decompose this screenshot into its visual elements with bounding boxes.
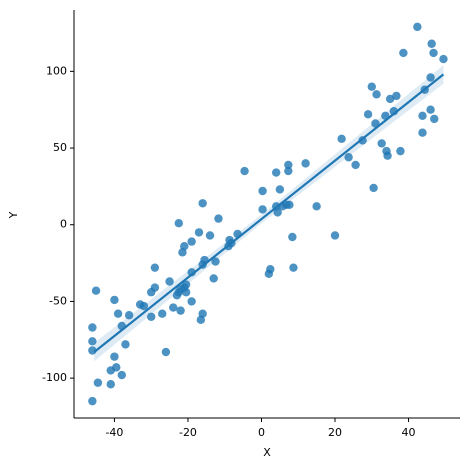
scatter-point — [214, 214, 223, 223]
scatter-point — [205, 231, 215, 240]
scatter-point — [429, 48, 438, 58]
scatter-point — [369, 183, 378, 193]
scatter-point — [113, 309, 123, 318]
scatter-point — [258, 205, 267, 214]
regression-line — [93, 73, 445, 353]
scatter-point — [88, 323, 97, 332]
y-tick-label: -50 — [49, 294, 67, 307]
scatter-point — [427, 39, 436, 48]
scatter-point — [344, 153, 353, 162]
scatter-point — [337, 134, 346, 144]
scatter-point — [367, 82, 376, 91]
x-tick-label: 0 — [258, 426, 265, 439]
scatter-point — [165, 277, 174, 286]
scatter-point — [284, 166, 293, 176]
scatter-point — [187, 268, 196, 277]
scatter-point — [161, 347, 171, 357]
scatter-point — [330, 231, 340, 240]
scatter-point — [181, 288, 191, 297]
scatter-point — [181, 280, 191, 289]
scatter-point — [284, 160, 293, 170]
scatter-point — [198, 199, 207, 208]
scatter-point — [439, 54, 448, 64]
y-tick-label: -100 — [42, 371, 67, 384]
scatter-point — [418, 128, 427, 137]
scatter-point — [112, 363, 121, 372]
scatter-point — [418, 111, 427, 121]
scatter-point — [147, 312, 156, 321]
scatter-point — [377, 139, 386, 148]
scatter-point — [289, 263, 298, 272]
y-tick-label: 50 — [53, 141, 67, 154]
scatter-point — [392, 91, 401, 101]
scatter-point — [301, 159, 310, 168]
y-tick-label: 0 — [60, 218, 67, 231]
y-axis-label: Y — [7, 211, 20, 219]
scatter-point — [187, 297, 196, 306]
scatter-point — [124, 311, 134, 320]
scatter-point — [176, 306, 185, 315]
x-tick-label: 20 — [328, 426, 342, 439]
scatter-point — [150, 263, 160, 272]
scatter-point — [117, 370, 126, 380]
scatter-point — [288, 232, 297, 242]
scatter-point — [150, 283, 160, 292]
scatter-point — [383, 151, 392, 160]
scatter-point — [88, 337, 97, 346]
scatter-point — [106, 380, 115, 389]
scatter-point — [385, 94, 395, 104]
scatter-point — [266, 265, 275, 274]
scatter-point — [396, 146, 405, 156]
x-tick-label: -20 — [179, 426, 197, 439]
scatter-point — [110, 352, 119, 361]
scatter-point — [174, 219, 183, 228]
scatter-point — [271, 168, 281, 177]
scatter-point — [285, 200, 294, 209]
scatter-point — [351, 160, 360, 170]
scatter-point — [88, 346, 97, 355]
scatter-point — [275, 185, 285, 194]
scatter-point — [399, 48, 408, 58]
scatter-point — [187, 237, 196, 246]
scatter-point — [158, 309, 167, 318]
scatter-point — [169, 303, 178, 312]
scatter-point — [88, 396, 97, 406]
scatter-point — [121, 340, 130, 349]
scatter-point — [413, 22, 422, 32]
y-tick-label: 100 — [46, 64, 67, 77]
scatter-point — [363, 110, 373, 119]
scatter-point — [110, 295, 119, 305]
scatter-point — [139, 301, 149, 311]
scatter-point — [426, 105, 435, 114]
x-tick-label: 40 — [402, 426, 416, 439]
scatter-point — [426, 73, 435, 82]
scatter-point — [430, 114, 439, 124]
scatter-point — [91, 286, 101, 295]
scatter-point — [240, 166, 249, 176]
scatter-point — [312, 202, 321, 211]
scatter-point — [258, 186, 267, 196]
x-axis-label: X — [263, 446, 271, 459]
scatter-point — [194, 228, 204, 237]
scatter-point — [93, 378, 103, 387]
scatter-point — [180, 242, 189, 251]
scatter-point — [198, 309, 207, 318]
scatter-point — [211, 257, 220, 266]
scatter-point — [209, 274, 218, 283]
scatter-point — [372, 90, 381, 99]
scatter-point — [273, 208, 282, 217]
x-tick-label: -40 — [105, 426, 123, 439]
